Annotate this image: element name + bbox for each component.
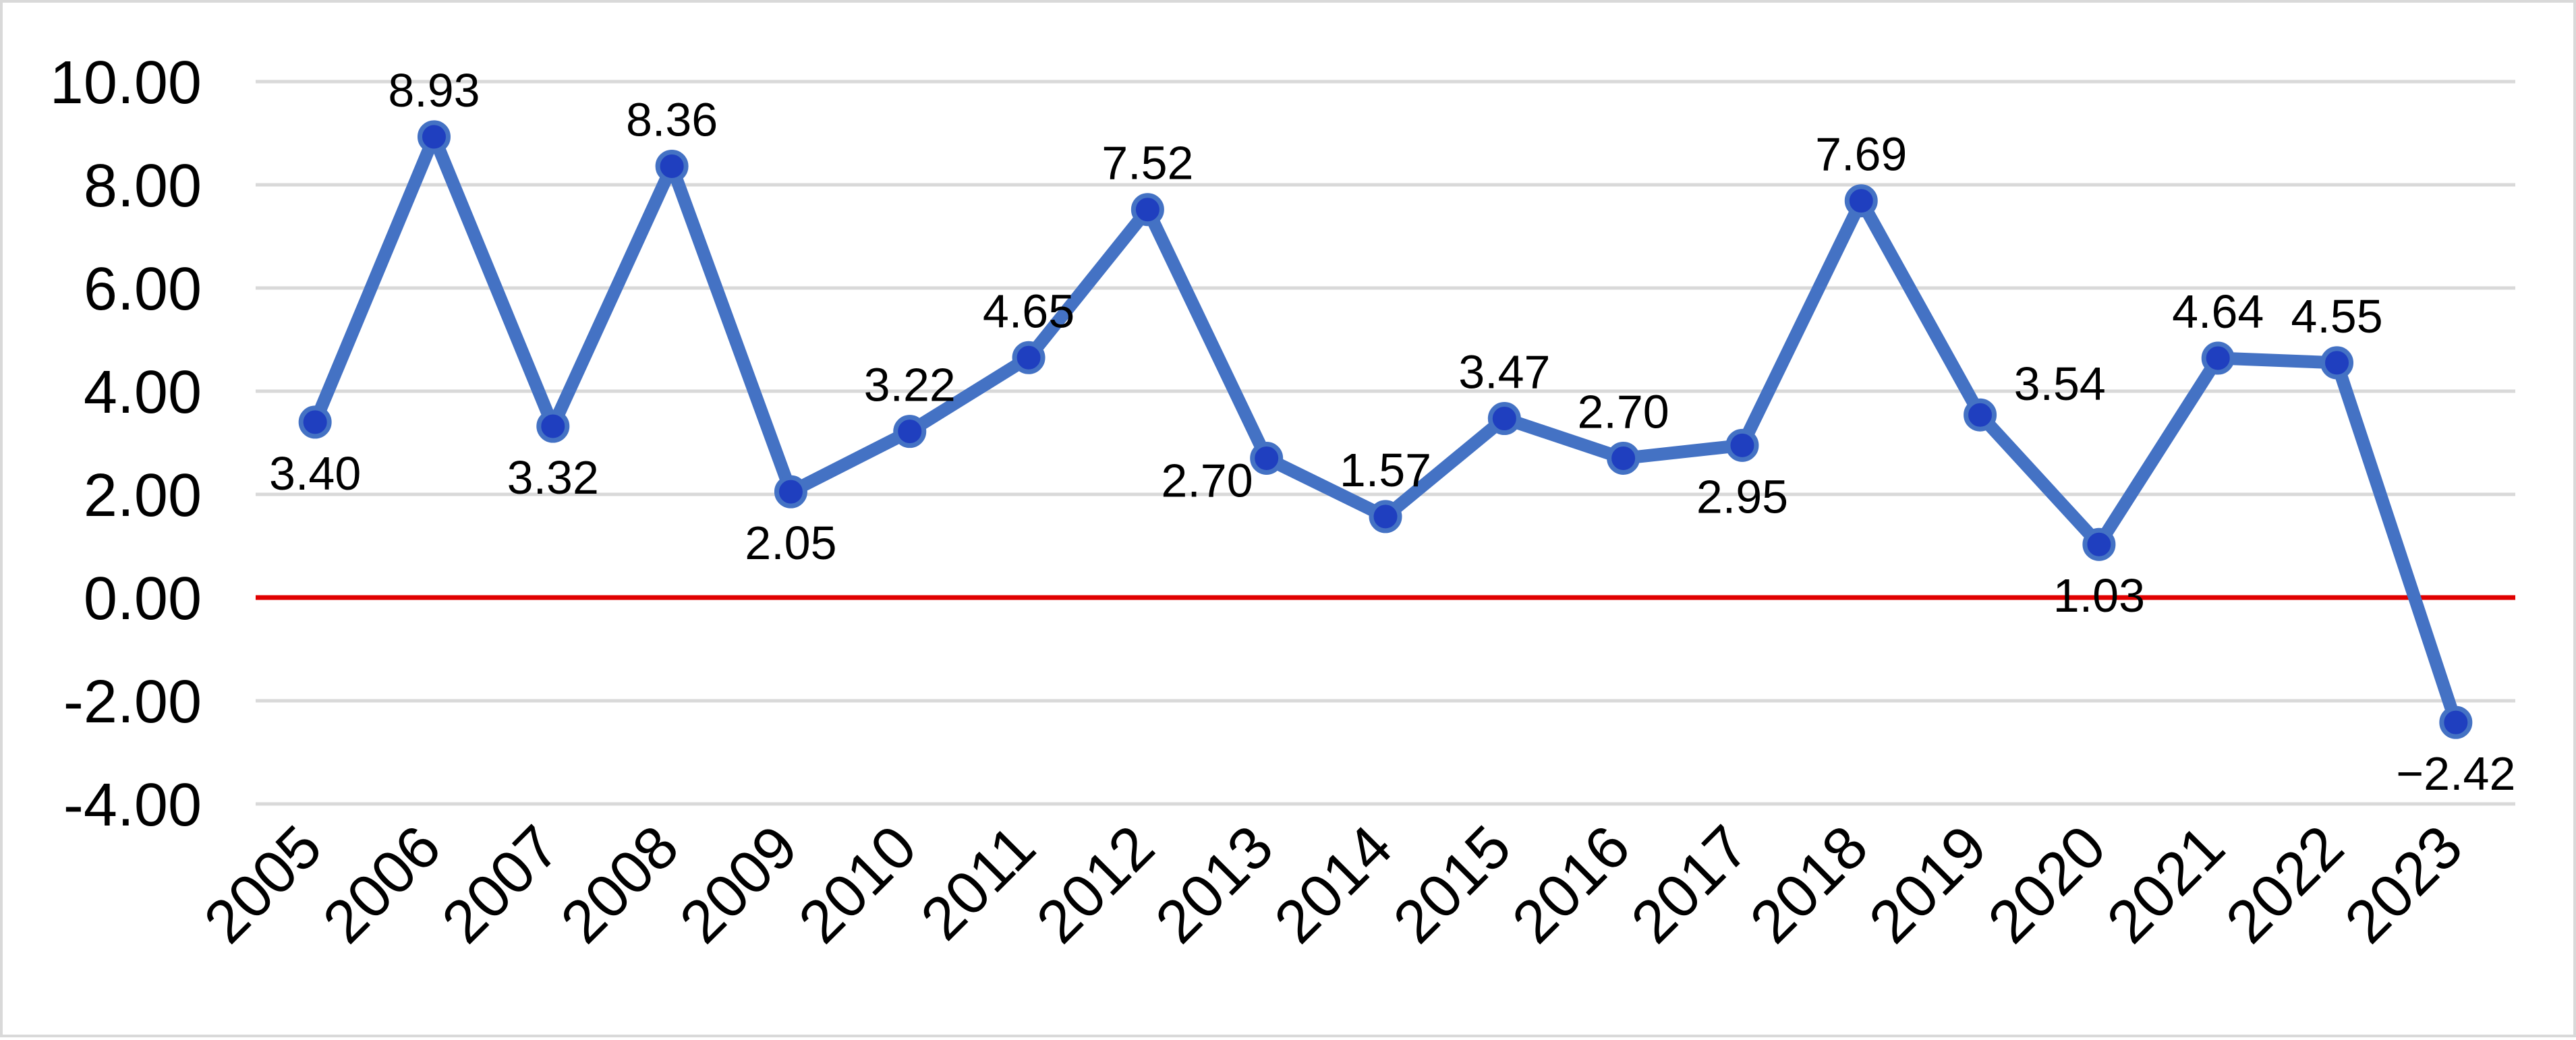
gridlines	[256, 80, 2515, 806]
x-tick-label: 2015	[1381, 813, 1524, 956]
data-label: 3.22	[864, 359, 956, 411]
x-tick-label: 2005	[192, 813, 335, 956]
data-point	[655, 149, 689, 183]
x-tick-label: 2006	[310, 813, 453, 956]
data-labels: 3.40 8.93 3.32 8.36 2.05 3.22 4.65 7.52 2.70 1.57…	[269, 64, 2515, 800]
x-tick-label: 2012	[1024, 813, 1167, 956]
y-tick-label: 0.00	[84, 565, 202, 633]
x-tick-label: 2021	[2094, 813, 2237, 956]
x-tick-label: 2010	[786, 813, 929, 956]
data-point	[1369, 500, 1402, 533]
data-label: 4.65	[983, 285, 1075, 337]
data-label: 3.47	[1458, 346, 1550, 399]
y-tick-label: 8.00	[84, 152, 202, 220]
x-tick-label: 2013	[1143, 813, 1286, 956]
x-tick-label: 2007	[430, 813, 573, 956]
x-tick-label: 2022	[2213, 813, 2356, 956]
data-point	[1487, 402, 1521, 436]
data-label: 2.05	[745, 517, 836, 569]
data-label: −2.42	[2396, 747, 2515, 800]
x-tick-label: 2016	[1499, 813, 1642, 956]
data-point	[1964, 398, 1997, 432]
x-tick-label: 2020	[1976, 813, 2119, 956]
data-label: 1.03	[2053, 569, 2145, 622]
data-point	[2439, 705, 2473, 739]
data-point	[298, 405, 332, 439]
line-chart: 10.00 8.00 6.00 4.00 2.00 0.00 -2.00 -4.00 3.40…	[50, 49, 2516, 956]
data-point	[2201, 341, 2235, 375]
x-tick-label: 2014	[1262, 813, 1405, 956]
data-label: 4.55	[2291, 290, 2382, 343]
data-label: 8.36	[626, 93, 718, 146]
x-tick-label: 2019	[1856, 813, 1999, 956]
data-label: 3.32	[507, 451, 599, 504]
data-point	[2320, 346, 2354, 380]
data-label: 8.93	[388, 64, 480, 117]
data-point	[2082, 527, 2116, 561]
data-point	[1250, 441, 1284, 475]
data-label: 2.95	[1696, 470, 1788, 523]
x-tick-label: 2011	[909, 813, 1049, 953]
data-label: 1.57	[1340, 444, 1431, 496]
data-label: 3.40	[269, 447, 361, 500]
data-label: 3.54	[2014, 357, 2106, 410]
data-point	[417, 120, 451, 154]
y-axis-tick-labels: 10.00 8.00 6.00 4.00 2.00 0.00 -2.00 -4.00	[50, 49, 202, 839]
x-tick-label: 2018	[1738, 813, 1881, 956]
series-line	[308, 130, 2463, 729]
y-tick-label: -4.00	[63, 772, 202, 839]
series-line-group	[308, 130, 2463, 729]
data-label: 2.70	[1578, 385, 1669, 438]
data-point	[1607, 441, 1640, 475]
data-label: 7.52	[1101, 137, 1193, 190]
data-label: 4.64	[2172, 285, 2264, 338]
data-point	[1012, 341, 1046, 374]
y-tick-label: 10.00	[50, 49, 202, 117]
data-point	[893, 415, 927, 449]
series-markers	[298, 120, 2473, 739]
data-point	[1130, 193, 1164, 227]
y-tick-label: 6.00	[84, 256, 202, 323]
x-tick-label: 2017	[1619, 813, 1762, 956]
x-tick-label: 2009	[667, 813, 810, 956]
data-label: 2.70	[1161, 454, 1253, 507]
data-point	[1725, 428, 1759, 462]
y-tick-label: 2.00	[84, 462, 202, 529]
x-tick-label: 2023	[2332, 813, 2475, 956]
y-tick-label: -2.00	[63, 668, 202, 736]
x-axis-tick-labels: 2005200620072008200920102011201220132014…	[192, 813, 2475, 956]
y-tick-label: 4.00	[84, 359, 202, 426]
data-label: 7.69	[1815, 128, 1907, 181]
x-tick-label: 2008	[548, 813, 691, 956]
data-point	[1844, 184, 1878, 218]
data-point	[774, 475, 807, 509]
data-point	[536, 409, 570, 443]
